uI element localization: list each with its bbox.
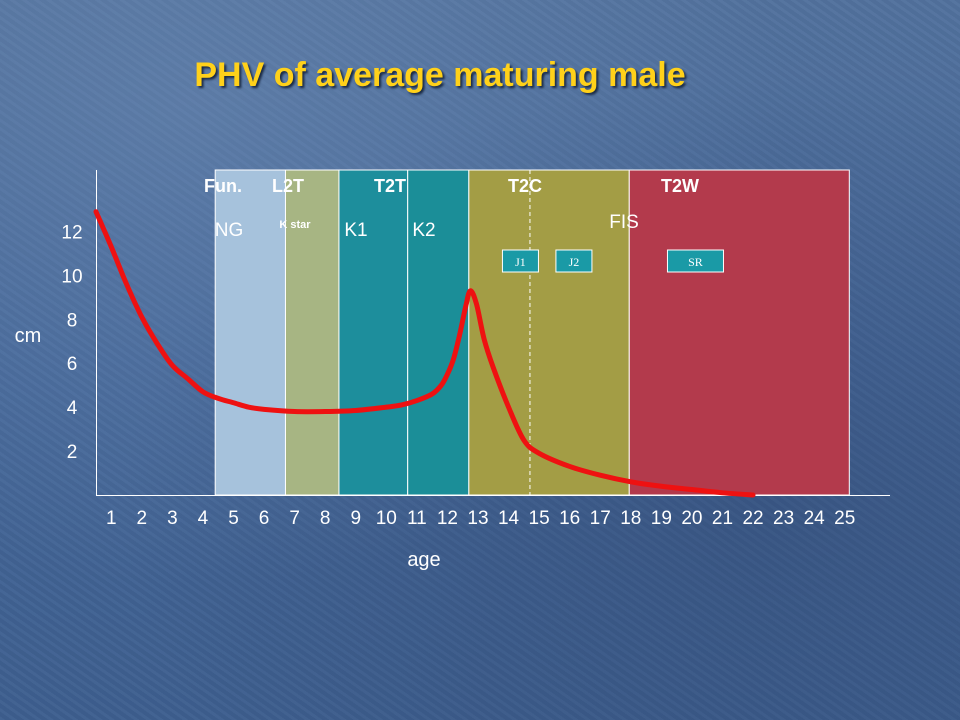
y-tick-label: 12 xyxy=(61,222,82,243)
x-tick-label: 11 xyxy=(407,508,427,529)
y-tick-label: 8 xyxy=(67,310,78,331)
x-tick-label: 18 xyxy=(620,508,641,529)
phase-sublabel-k-star: K star xyxy=(279,219,311,231)
y-tick-label: 6 xyxy=(67,354,78,375)
x-tick-label: 10 xyxy=(376,508,397,529)
phase-badges: J1 J2 SR xyxy=(501,249,724,273)
x-tick-label: 4 xyxy=(198,508,209,529)
phase-label-l2t: L2T xyxy=(272,176,304,196)
badge-sr xyxy=(666,249,724,273)
tick-labels: 1 2 3 4 5 6 7 8 9 10 11 12 13 14 15 16 17 18 19 20 21 22 23 24 2… xyxy=(61,222,855,529)
x-tick-label: 2 xyxy=(137,508,148,529)
badge-label-sr: SR xyxy=(688,255,703,269)
x-tick-label: 21 xyxy=(712,508,733,529)
phase-band-2 xyxy=(338,169,409,496)
phase-sublabel-fis: FIS xyxy=(609,212,639,233)
x-tick-label: 19 xyxy=(651,508,672,529)
phase-label-fun: Fun. xyxy=(204,176,242,196)
x-tick-label: 15 xyxy=(529,508,550,529)
y-axis-label: cm xyxy=(15,325,42,347)
x-tick-label: 22 xyxy=(742,508,763,529)
phase-sublabel-k2: K2 xyxy=(412,220,435,241)
x-tick-label: 16 xyxy=(559,508,580,529)
phase-sublabel-ng: NG xyxy=(215,220,244,241)
y-tick-label: 4 xyxy=(67,398,78,419)
slide-title: PHV of average maturing male xyxy=(194,56,686,94)
phase-label-t2t: T2T xyxy=(374,176,406,196)
x-tick-label: 1 xyxy=(106,508,117,529)
x-tick-label: 8 xyxy=(320,508,331,529)
y-tick-label: 10 xyxy=(61,266,82,287)
phase-band-5 xyxy=(628,169,850,496)
badge-j1 xyxy=(501,249,539,273)
x-tick-label: 12 xyxy=(437,508,458,529)
phase-sublabel-k1: K1 xyxy=(344,220,367,241)
badge-label-j2: J2 xyxy=(569,255,580,269)
x-tick-label: 17 xyxy=(590,508,611,529)
x-tick-label: 20 xyxy=(681,508,702,529)
y-tick-label: 2 xyxy=(67,442,78,463)
phase-label-t2w: T2W xyxy=(661,176,699,196)
x-tick-label: 24 xyxy=(804,508,826,529)
chart-axes xyxy=(96,170,890,496)
x-tick-label: 13 xyxy=(467,508,488,529)
phase-label-t2c: T2C xyxy=(508,176,542,196)
x-tick-label: 7 xyxy=(289,508,300,529)
x-tick-label: 14 xyxy=(498,508,520,529)
x-tick-label: 23 xyxy=(773,508,794,529)
badge-j2 xyxy=(555,249,593,273)
x-tick-label: 6 xyxy=(259,508,270,529)
phase-band-4 xyxy=(468,169,630,496)
x-tick-label: 25 xyxy=(834,508,855,529)
x-tick-label: 5 xyxy=(228,508,239,529)
velocity-curve-layer xyxy=(93,209,756,498)
x-axis-label: age xyxy=(407,549,440,571)
badge-label-j1: J1 xyxy=(515,255,526,269)
velocity-curve-line xyxy=(93,209,756,498)
phase-bands: Fun. L2T T2T T2C T2W NG K star K1 K2 FIS xyxy=(204,169,850,496)
phase-band-0 xyxy=(214,169,286,496)
x-tick-label: 3 xyxy=(167,508,178,529)
x-tick-label: 9 xyxy=(350,508,361,529)
